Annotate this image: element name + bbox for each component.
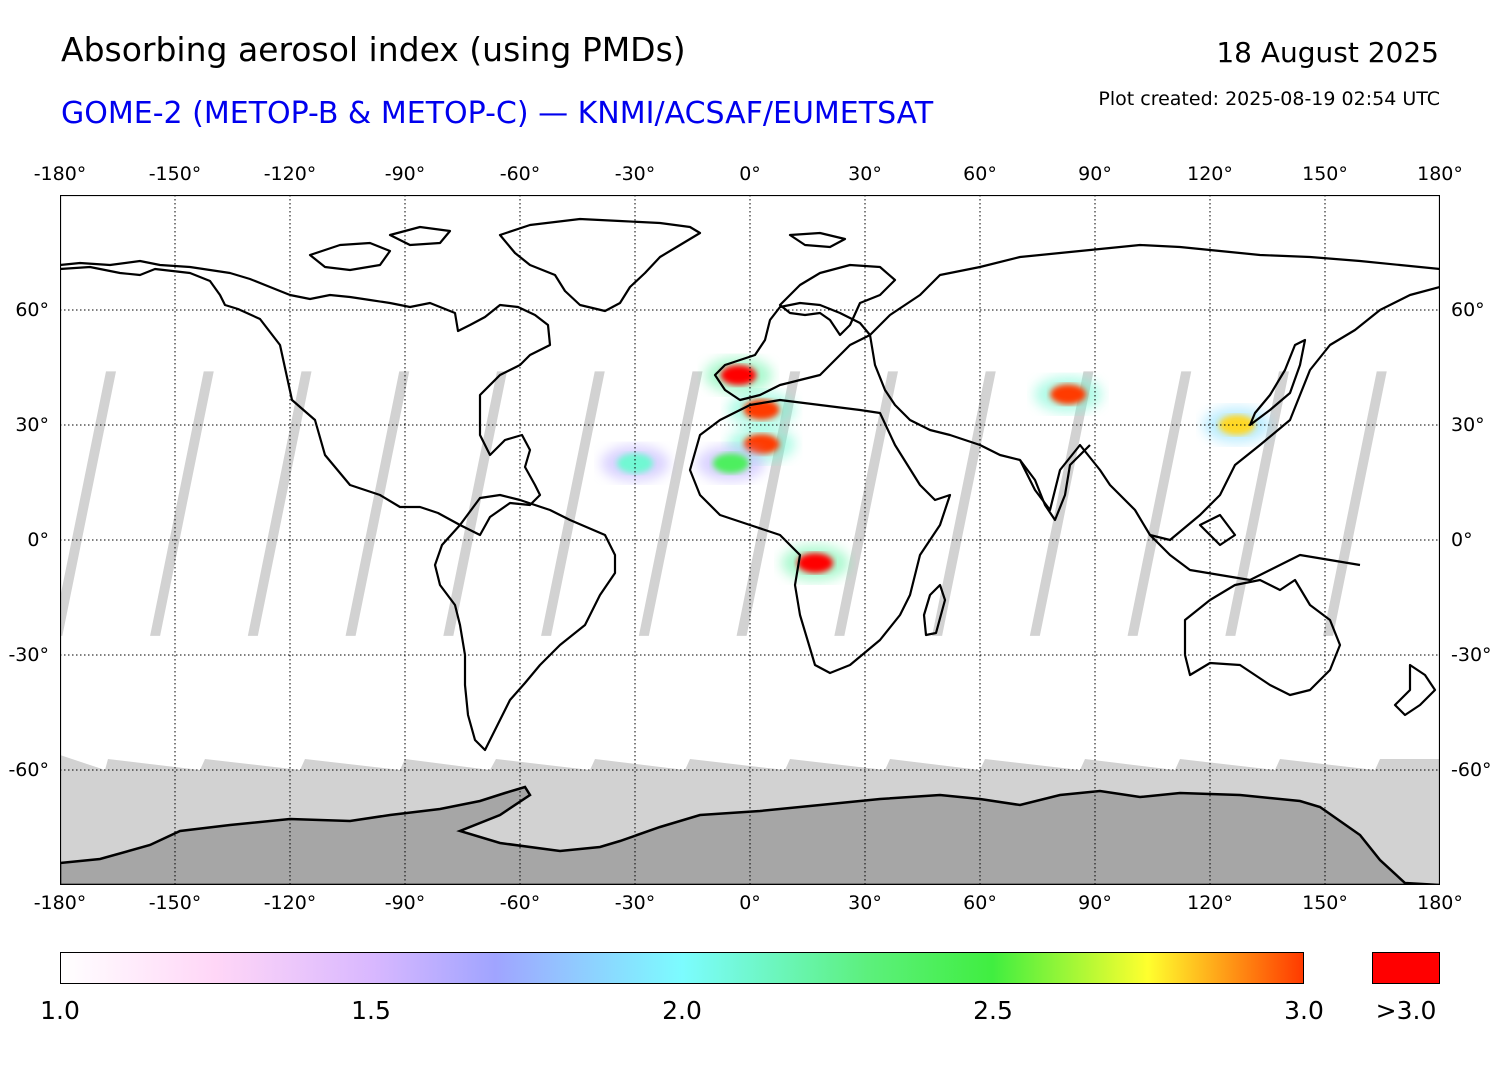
orbit-gap xyxy=(541,371,605,636)
colorbar-tick-label: 3.0 xyxy=(1284,996,1324,1025)
coastline-arctic-islands xyxy=(308,225,847,272)
longitude-label: 180° xyxy=(1417,163,1463,185)
coastline-madagascar xyxy=(922,583,947,637)
coastline-indonesia xyxy=(1149,513,1361,582)
latitude-label: -60° xyxy=(1451,759,1492,781)
aerosol-index-map xyxy=(60,195,1440,885)
colorbar-tick-label: 2.0 xyxy=(662,996,702,1025)
colorbar-over-max-box xyxy=(1372,952,1440,984)
coastline-europe xyxy=(713,301,872,402)
longitude-label: 120° xyxy=(1187,163,1233,185)
longitude-label: 180° xyxy=(1417,892,1463,914)
longitude-label: 30° xyxy=(848,163,882,185)
longitude-label: 60° xyxy=(963,163,997,185)
orbit-gap xyxy=(932,371,996,636)
longitude-label: 0° xyxy=(739,163,761,185)
longitude-label: -180° xyxy=(33,892,87,914)
map-date: 18 August 2025 xyxy=(1216,36,1439,69)
coastline-japan xyxy=(1248,338,1307,427)
coastline-greenland xyxy=(498,217,702,313)
longitude-label: 150° xyxy=(1302,163,1348,185)
aerosol-plume xyxy=(1050,384,1087,405)
latitude-label: -30° xyxy=(8,644,49,666)
aerosol-plume xyxy=(797,553,834,573)
longitude-label: -30° xyxy=(614,163,656,185)
orbit-gaps xyxy=(60,371,1387,636)
orbit-gap xyxy=(834,371,898,636)
latitude-label: 30° xyxy=(15,414,49,436)
plot-created-timestamp: Plot created: 2025-08-19 02:54 UTC xyxy=(1098,88,1440,110)
orbit-gap xyxy=(1225,371,1289,636)
longitude-label: 60° xyxy=(963,892,997,914)
coastline-north-america xyxy=(60,259,552,537)
coastline-india xyxy=(1019,444,1091,522)
orbit-gap xyxy=(345,371,410,636)
latitude-label: 0° xyxy=(1451,529,1473,551)
longitude-label: -150° xyxy=(148,892,202,914)
orbit-gap xyxy=(150,371,214,636)
longitude-label: -180° xyxy=(33,163,87,185)
coastline-asia xyxy=(868,243,1440,542)
longitude-label: 120° xyxy=(1187,892,1233,914)
colorbar-tick-label: 2.5 xyxy=(973,996,1013,1025)
orbit-gap xyxy=(638,371,703,636)
longitude-label: -60° xyxy=(499,892,541,914)
latitude-label: 60° xyxy=(1451,299,1485,321)
colorbar-over-max-label: >3.0 xyxy=(1375,996,1437,1025)
longitude-label: 150° xyxy=(1302,892,1348,914)
graticule xyxy=(60,195,1440,885)
latitude-label: 60° xyxy=(15,299,49,321)
latitude-label: 30° xyxy=(1451,414,1485,436)
aerosol-plume xyxy=(743,434,780,455)
longitude-label: -90° xyxy=(384,892,426,914)
orbit-gap xyxy=(1323,371,1387,636)
colorbar-tick-label: 1.0 xyxy=(40,996,80,1025)
longitude-label: 90° xyxy=(1078,892,1112,914)
latitude-label: -30° xyxy=(1451,644,1492,666)
coastline-new-zealand xyxy=(1393,663,1437,717)
longitude-label: -30° xyxy=(614,892,656,914)
longitude-label: 90° xyxy=(1078,163,1112,185)
coastlines xyxy=(60,217,1440,752)
longitude-label: 0° xyxy=(739,892,761,914)
longitude-label: -120° xyxy=(263,163,317,185)
map-title: Absorbing aerosol index (using PMDs) xyxy=(61,30,686,69)
coastline-scandinavia xyxy=(778,263,897,337)
coastline-africa xyxy=(688,398,952,675)
orbit-gap xyxy=(60,371,116,636)
longitude-label: -120° xyxy=(263,892,317,914)
orbit-gap xyxy=(1127,371,1192,636)
coastline-south-america xyxy=(433,493,617,752)
latitude-label: -60° xyxy=(8,759,49,781)
longitude-label: -60° xyxy=(499,163,541,185)
aerosol-plume xyxy=(720,365,757,386)
map-subtitle: GOME-2 (METOP-B & METOP-C) — KNMI/ACSAF/… xyxy=(61,96,934,131)
latitude-label: 0° xyxy=(27,529,49,551)
coastline-australia xyxy=(1183,578,1342,697)
longitude-label: -150° xyxy=(148,163,202,185)
longitude-label: -90° xyxy=(384,163,426,185)
map-frame xyxy=(60,195,1440,885)
colorbar-gradient xyxy=(60,952,1304,984)
orbit-gap xyxy=(247,371,312,636)
longitude-label: 30° xyxy=(848,892,882,914)
aerosol-plume xyxy=(712,453,749,474)
colorbar-tick-label: 1.5 xyxy=(351,996,391,1025)
